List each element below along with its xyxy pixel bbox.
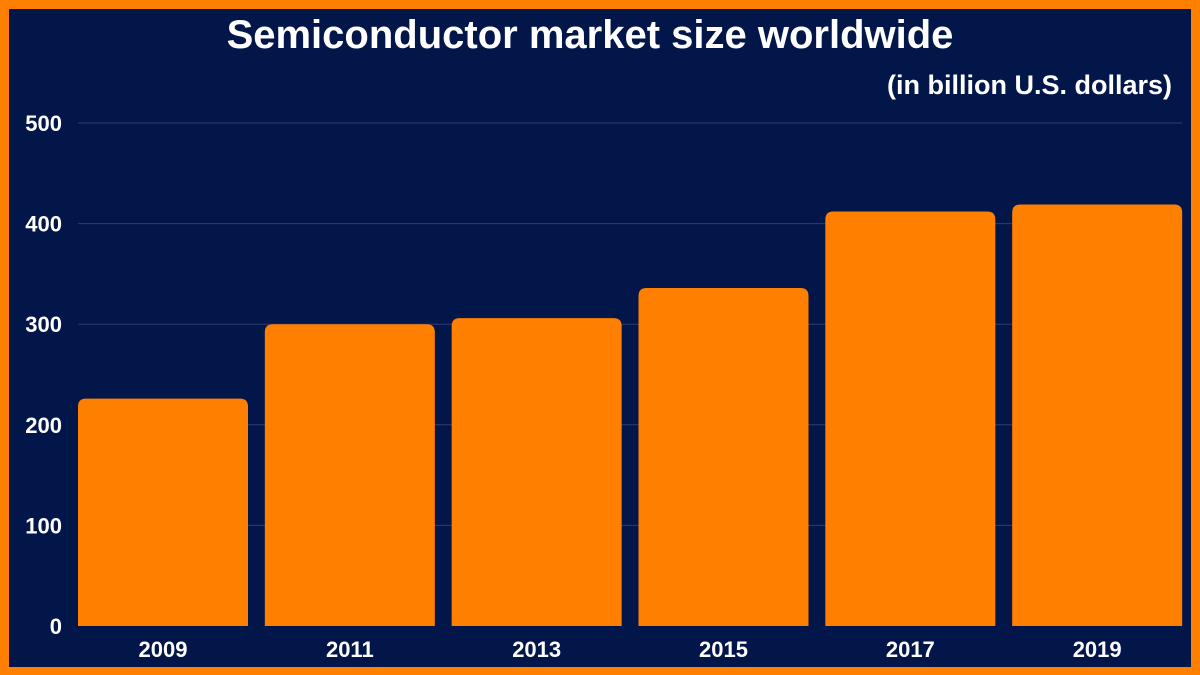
y-tick-label: 400 bbox=[25, 212, 62, 237]
x-tick-label: 2011 bbox=[326, 637, 374, 662]
chart-title: Semiconductor market size worldwide bbox=[227, 13, 954, 57]
bar-2011 bbox=[264, 324, 435, 626]
chart-subtitle: (in billion U.S. dollars) bbox=[887, 70, 1172, 100]
x-tick-label: 2009 bbox=[139, 637, 188, 662]
y-tick-label: 500 bbox=[25, 111, 62, 136]
x-tick-label: 2013 bbox=[512, 637, 561, 662]
x-tick-label: 2015 bbox=[699, 637, 748, 662]
x-tick-label: 2019 bbox=[1073, 637, 1122, 662]
bar-2013 bbox=[451, 318, 622, 626]
y-tick-label: 300 bbox=[25, 312, 62, 337]
bar-2015 bbox=[638, 287, 809, 626]
y-tick-label: 100 bbox=[25, 513, 62, 538]
bar-2019 bbox=[1012, 204, 1183, 626]
y-tick-label: 200 bbox=[25, 413, 62, 438]
x-tick-label: 2017 bbox=[886, 637, 935, 662]
bar-2017 bbox=[825, 211, 996, 626]
bar-2009 bbox=[78, 398, 248, 626]
y-tick-label: 0 bbox=[50, 614, 62, 639]
